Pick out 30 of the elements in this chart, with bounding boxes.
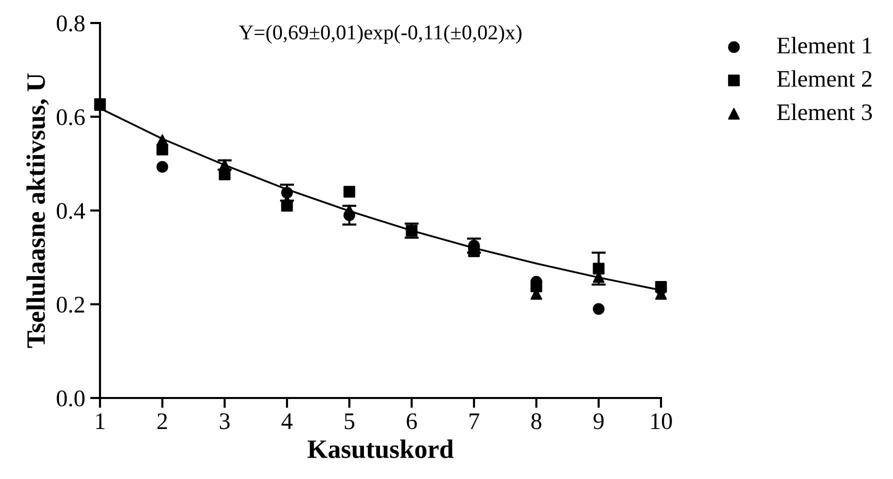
x-tick-label: 1 [96,413,104,429]
point [592,262,605,274]
x-tick-label: 5 [344,414,354,430]
point [343,186,356,198]
legend-label: Element 3 [777,104,872,120]
point [468,245,480,258]
legend-label: Element 1 [777,36,872,54]
legend-label: Element 2 [777,70,872,87]
annotation: Y=(0,69±0,01)exp(-0,11(±0,02)x) [238,24,522,44]
x-tick-label: 4 [282,413,293,429]
x-tick-label: 3 [220,413,230,430]
point [156,134,168,146]
x-tick-label: 8 [531,413,542,430]
y-tick-label: 0.6 [56,109,85,126]
x-tick-label: 9 [594,413,604,430]
x-tick-label: 6 [406,413,417,430]
x-tick-label: 2 [157,413,167,429]
y-tick-label: 0.4 [56,202,86,220]
y-tick-label: 0.8 [56,15,85,32]
point [592,303,605,315]
y-tick-label: 0.2 [56,296,84,313]
y-axis-title: Tsellulaasne aktiivsus, U [26,73,49,348]
x-tick-label: 7 [470,414,480,429]
y-tick-label: 0.0 [56,390,85,407]
x-tick-label: 10 [651,413,672,430]
x-axis-title: Kasutuskord [308,440,454,458]
point [530,280,542,292]
point [343,204,356,216]
point [281,186,293,199]
point [156,161,168,173]
